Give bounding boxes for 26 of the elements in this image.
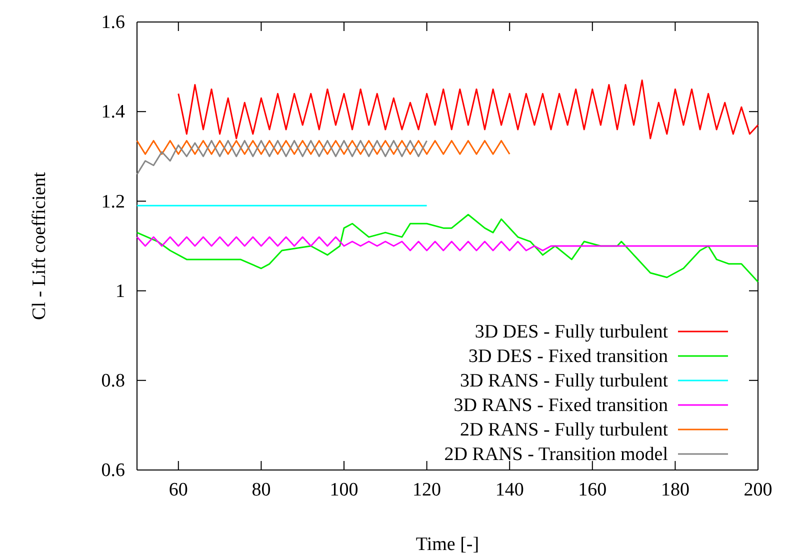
line-series [136,236,759,252]
x-tick-label: 160 [578,479,607,500]
y-axis-title: Cl - Lift coefficient [29,171,50,320]
y-tick-label: 0.6 [101,460,125,482]
legend-label: 3D RANS - Fixed transition [454,395,668,416]
legend-label: 3D DES - Fully turbulent [474,322,669,342]
legend-label: 3D DES - Fixed transition [468,346,668,367]
legend-label: 2D RANS - Transition model [444,444,668,465]
line-series [136,140,428,176]
y-tick-label: 1.6 [101,12,125,34]
x-tick-label: 60 [168,479,188,500]
y-tick-label: 1.2 [101,191,125,212]
y-tick-label: 1.4 [101,102,126,123]
x-tick-label: 100 [330,479,358,500]
legend-label: 2D RANS - Fully turbulent [460,420,669,440]
y-tick-label: 0.8 [101,370,125,392]
x-tick-label: 80 [252,479,271,500]
x-tick-label: 200 [744,479,772,500]
y-tick-label: 1 [116,280,125,302]
x-axis-title: Time [-] [416,534,480,555]
x-tick-label: 180 [660,479,690,500]
legend-label: 3D RANS - Fully turbulent [460,370,669,392]
x-tick-label: 140 [495,479,524,500]
line-series [178,79,759,140]
line-series [136,214,759,283]
x-tick-label: 120 [412,479,442,500]
